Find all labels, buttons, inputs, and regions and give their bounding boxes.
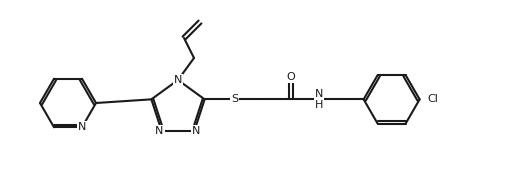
- Text: N: N: [78, 122, 86, 132]
- Text: N: N: [174, 75, 182, 85]
- Text: N: N: [155, 126, 163, 136]
- Text: Cl: Cl: [427, 94, 438, 104]
- Text: N
H: N H: [314, 89, 322, 110]
- Text: S: S: [231, 94, 238, 104]
- Text: O: O: [286, 72, 294, 82]
- Text: N: N: [192, 126, 200, 136]
